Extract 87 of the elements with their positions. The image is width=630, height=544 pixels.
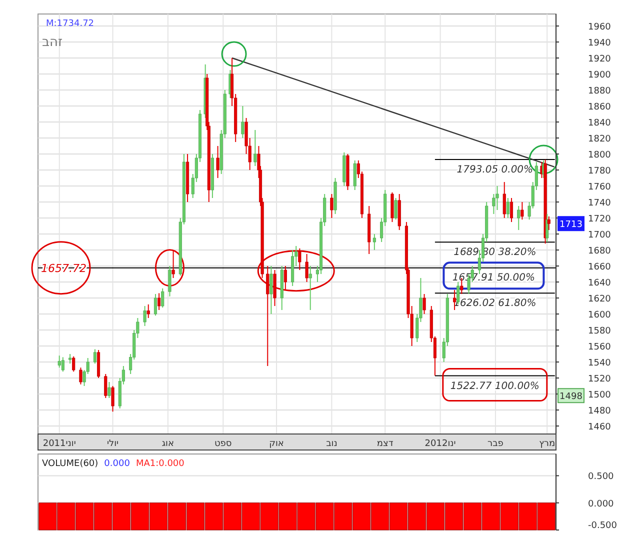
- candlestick: [273, 270, 276, 306]
- candlestick: [146, 304, 150, 318]
- candlestick: [104, 374, 108, 398]
- y-tick-label: 1800: [588, 150, 612, 160]
- y-tick-label: 1840: [588, 118, 612, 128]
- x-tick-label: 2012ינו: [424, 439, 456, 449]
- y-tick-label: 1640: [588, 278, 612, 288]
- candlestick: [154, 294, 158, 316]
- candlestick: [72, 356, 76, 372]
- y-tick-label: 1600: [588, 310, 612, 320]
- y-tick-label: 1960: [588, 22, 612, 32]
- candlestick: [96, 350, 100, 378]
- x-tick-label: מרץ: [539, 439, 556, 449]
- y-tick-label: 1540: [588, 358, 612, 368]
- annotation: M:1734.72: [46, 19, 94, 29]
- x-tick-label: דצמ: [376, 439, 394, 449]
- y-tick-label: 1720: [588, 214, 612, 224]
- text: זהב: [42, 35, 63, 50]
- candlestick: [496, 186, 499, 210]
- candlestick: [168, 266, 172, 297]
- x-tick-label: נוב: [326, 439, 338, 449]
- candlestick: [394, 198, 398, 220]
- y-tick-label: 1680: [588, 246, 612, 256]
- candlestick: [108, 382, 111, 398]
- annotation: 1713: [560, 220, 582, 230]
- candlestick: [284, 266, 287, 290]
- y-tick-label: 1760: [588, 182, 612, 192]
- candlestick: [308, 266, 312, 310]
- y-tick-label: 1620: [588, 294, 612, 304]
- y-tick-label: 1940: [588, 38, 612, 48]
- candlestick: [270, 266, 273, 314]
- candlestick: [216, 146, 220, 178]
- y-tick-label: 1560: [588, 342, 612, 352]
- candlestick: [520, 202, 524, 220]
- y-tick-label: 1900: [588, 70, 612, 80]
- y-tick-label: 1500: [588, 390, 612, 400]
- candlestick: [330, 194, 334, 218]
- candlestick: [172, 250, 175, 278]
- candlestick: [61, 356, 64, 372]
- y-tick-label: 1820: [588, 134, 612, 144]
- x-tick-label: 2011יוני: [42, 439, 76, 449]
- annotation: 1498: [560, 392, 583, 402]
- annotation: MA1:0.000: [136, 459, 185, 469]
- y-tick-label: 0.500: [588, 472, 614, 482]
- x-tick-label: יולי: [106, 439, 119, 449]
- candlestick: [305, 254, 308, 282]
- ref-line-label: 1522.77 100.00%: [450, 380, 540, 392]
- candlestick: [422, 294, 426, 314]
- y-tick-label: 1920: [588, 54, 612, 64]
- candlestick: [241, 106, 244, 138]
- y-tick-label: 1480: [588, 406, 612, 416]
- y-tick-label: 1700: [588, 230, 612, 240]
- x-tick-label: ספט: [214, 439, 232, 449]
- x-tick-label: אוג: [162, 439, 174, 449]
- ref-line-label: 1793.05 0.00%: [456, 164, 534, 176]
- candlestick: [502, 182, 506, 218]
- y-tick-label: 1880: [588, 86, 612, 96]
- text: VOLUME(60): [42, 459, 98, 469]
- candlestick: [93, 348, 96, 364]
- y-tick-label: 0.000: [588, 499, 614, 510]
- y-tick-label: 1780: [588, 166, 612, 176]
- candlestick: [266, 266, 270, 366]
- y-tick-label: 1660: [588, 262, 612, 272]
- candlestick: [353, 160, 356, 190]
- candlestick: [79, 367, 82, 385]
- candlestick: [517, 206, 520, 230]
- y-tick-label: -0.500: [588, 521, 618, 531]
- candlestick: [372, 234, 376, 250]
- candlestick: [58, 355, 61, 368]
- candlestick: [143, 306, 146, 326]
- candlestick: [510, 198, 514, 222]
- y-tick-label: 1740: [588, 198, 612, 208]
- candlestick: [161, 288, 164, 308]
- candlestick: [390, 192, 394, 222]
- candlestick: [158, 292, 161, 310]
- candlestick: [68, 354, 72, 364]
- x-tick-label: פבר: [488, 439, 504, 449]
- y-tick-label: 1520: [588, 374, 612, 384]
- candlestick: [254, 130, 257, 166]
- x-tick-label: אוק: [269, 439, 284, 449]
- y-tick-label: 1860: [588, 102, 612, 112]
- candlestick: [111, 386, 114, 412]
- y-tick-label: 1580: [588, 326, 612, 336]
- candlestick: [506, 198, 510, 218]
- y-tick-label: 1460: [588, 422, 612, 432]
- candlestick: [298, 248, 302, 270]
- annotation: 0.000: [104, 459, 130, 469]
